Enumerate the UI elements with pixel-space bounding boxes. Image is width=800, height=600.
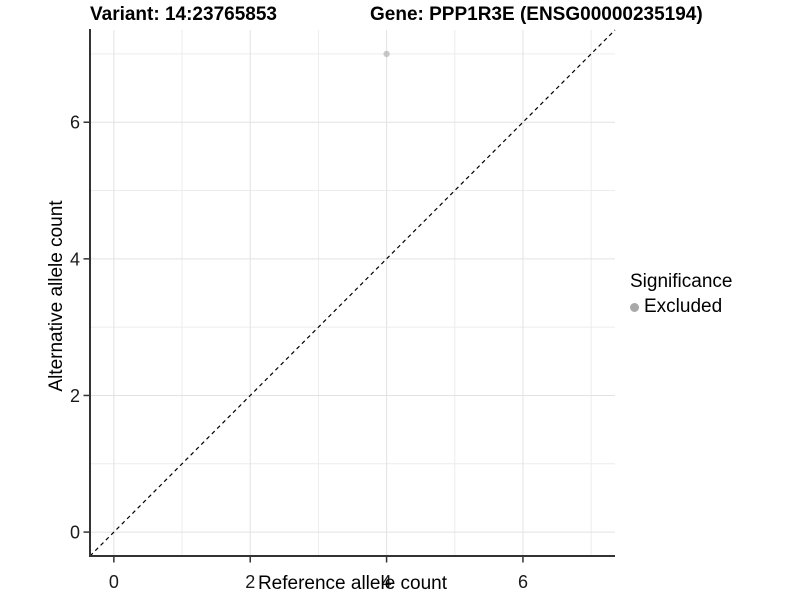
data-point <box>383 50 390 58</box>
legend-point-icon <box>630 302 639 312</box>
y-axis-title: Alternative allele count <box>46 200 67 392</box>
y-tick-label: 2 <box>70 386 80 406</box>
legend-item-excluded: Excluded <box>630 296 732 318</box>
y-tick-label: 0 <box>70 523 80 543</box>
x-tick-label: 4 <box>382 572 392 592</box>
legend-item-label: Excluded <box>644 296 723 317</box>
x-tick-label: 2 <box>245 572 255 592</box>
legend-title: Significance <box>630 271 733 292</box>
y-tick-label: 4 <box>70 249 80 269</box>
gene-title: Gene: PPP1R3E (ENSG00000235194) <box>370 4 703 25</box>
x-tick-label: 0 <box>109 572 119 592</box>
legend: Significance Excluded <box>630 271 732 318</box>
y-tick-label: 6 <box>70 113 80 133</box>
plot-panel: 0 2 4 6 0 2 4 6 <box>70 29 616 592</box>
identity-line <box>89 29 616 557</box>
x-tick-label: 6 <box>518 572 528 592</box>
variant-title: Variant: 14:23765853 <box>90 4 277 25</box>
x-axis-title: Reference allele count <box>257 573 448 594</box>
